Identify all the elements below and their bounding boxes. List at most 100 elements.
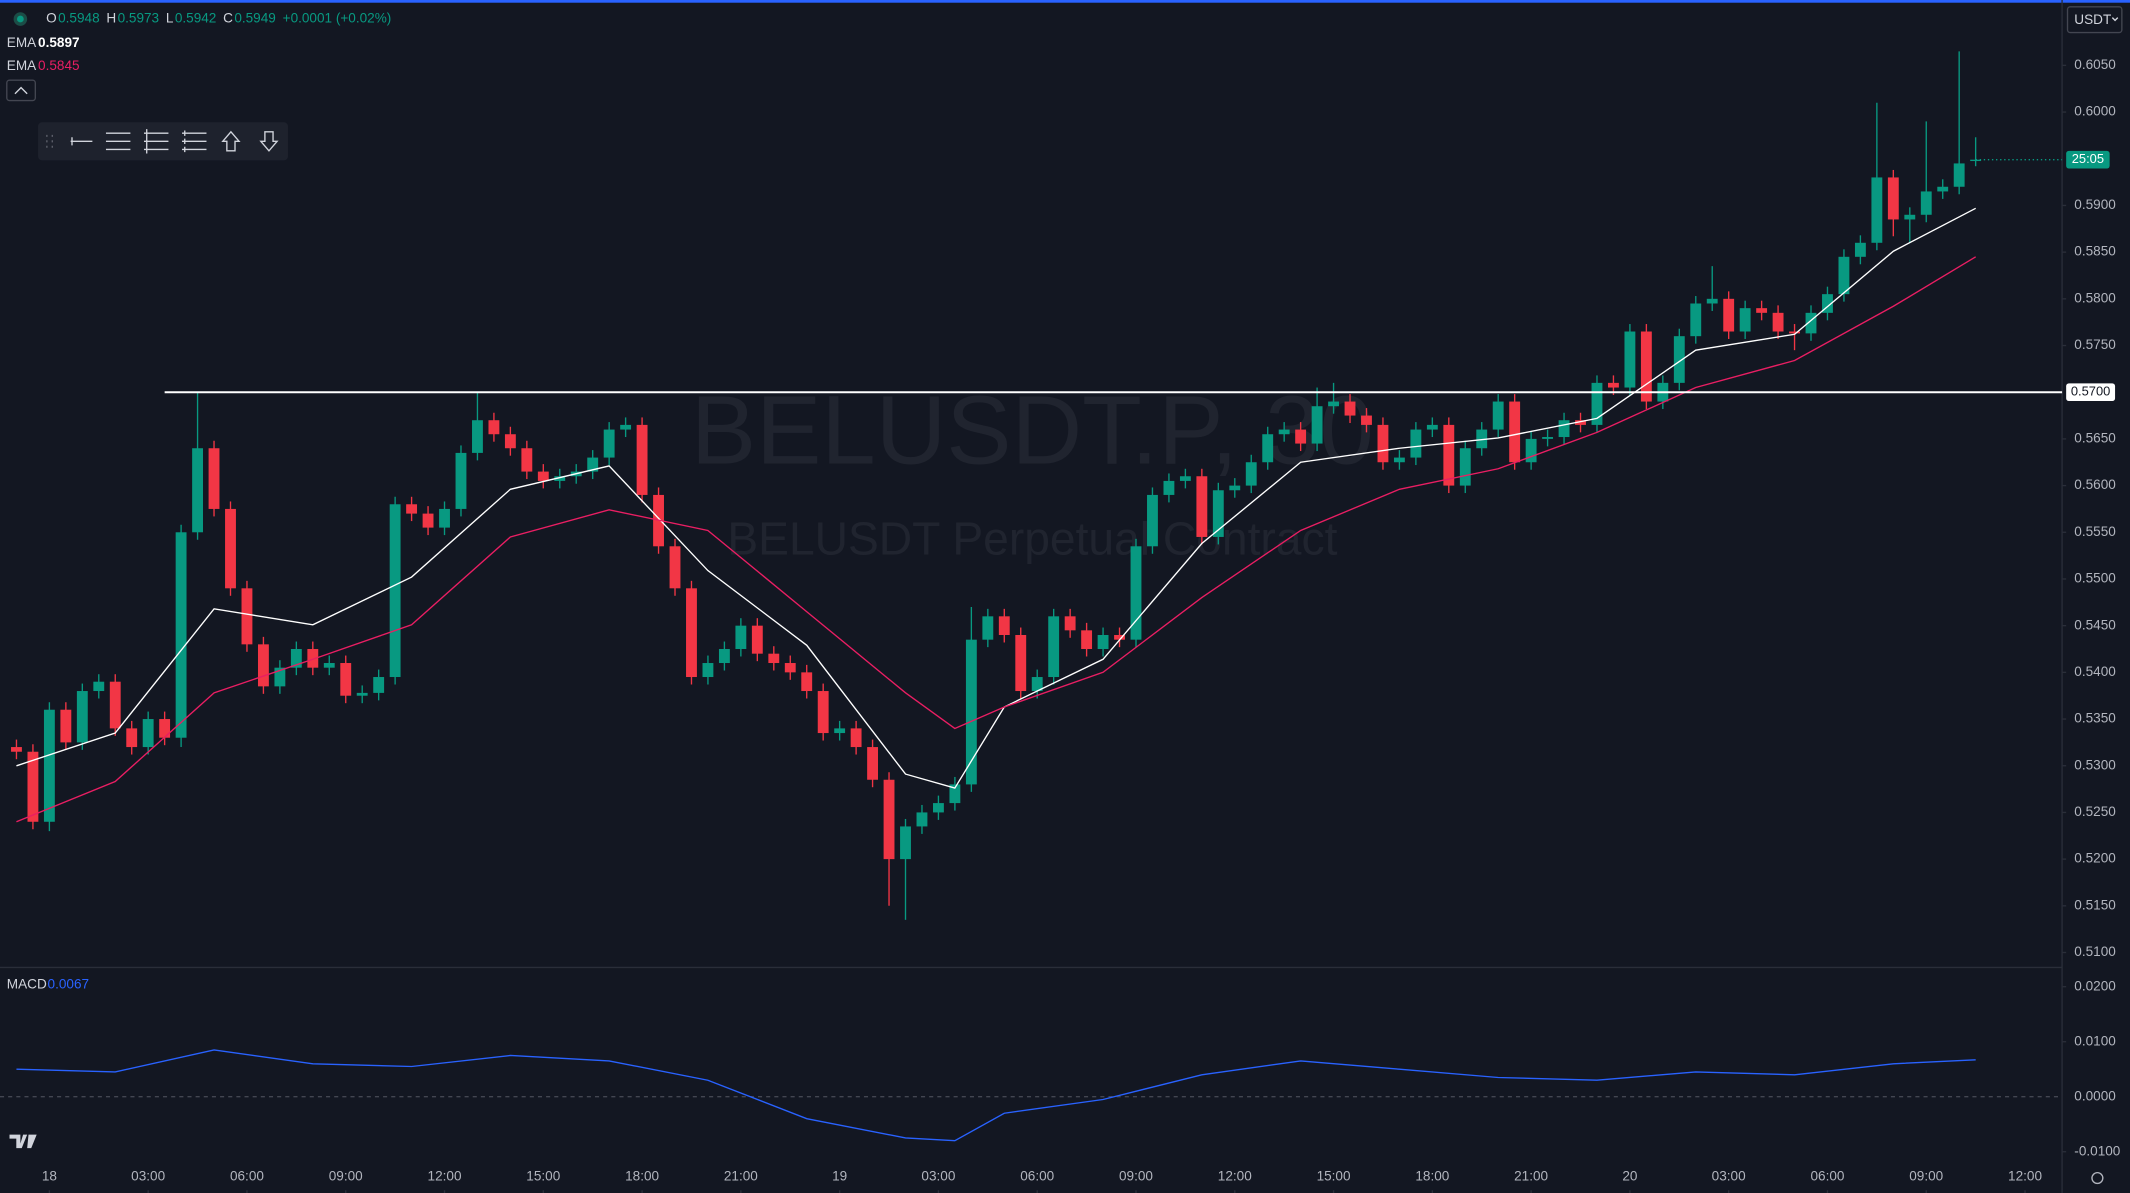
candle-body xyxy=(356,692,368,696)
candle-body xyxy=(389,504,401,678)
x-tick-label: 18:00 xyxy=(625,1168,659,1183)
drawing-toolbar xyxy=(38,122,288,161)
candle-body xyxy=(1048,616,1060,678)
candle-body xyxy=(323,663,335,668)
candle-body xyxy=(669,546,681,589)
candle-body xyxy=(1706,298,1718,304)
y-tick-label: 0.5350 xyxy=(2074,711,2116,726)
candle-body xyxy=(1723,298,1735,332)
candle-body xyxy=(109,681,121,729)
watermark: BELUSDT.P, 30 xyxy=(691,374,1374,484)
candle-body xyxy=(192,448,203,533)
candle-body xyxy=(1426,424,1438,430)
candle-body xyxy=(751,625,763,654)
candle-body xyxy=(784,663,796,673)
candle-body xyxy=(76,691,88,743)
candle-body xyxy=(1789,331,1800,334)
candle-body xyxy=(1262,434,1274,463)
candle-body xyxy=(208,448,220,509)
candle-body xyxy=(537,471,549,481)
tool-arrow-up[interactable] xyxy=(221,130,241,152)
y-tick-label: 0.5550 xyxy=(2074,524,2116,539)
candle-body xyxy=(1690,303,1702,337)
candle-body xyxy=(1163,480,1175,495)
macd-tick-label: 0.0000 xyxy=(2074,1088,2116,1103)
candle-body xyxy=(126,728,138,748)
currency-caret xyxy=(2111,17,2119,22)
ohlc-label: L xyxy=(166,11,174,26)
candle-body xyxy=(225,508,236,589)
ema-line xyxy=(16,256,1977,823)
candle-body xyxy=(900,826,911,860)
ema-legend-value: 0.5845 xyxy=(38,58,80,73)
ohlc-value: 0.5942 xyxy=(175,11,217,26)
candle-body xyxy=(768,653,780,664)
candle-body xyxy=(554,476,566,481)
ohlc-label: O xyxy=(46,11,57,26)
candle-body xyxy=(1838,256,1850,295)
y-tick-label: 0.5600 xyxy=(2074,477,2116,492)
candle-body xyxy=(1344,401,1356,416)
tool-fib[interactable] xyxy=(143,129,169,154)
settings-icon[interactable] xyxy=(2091,1171,2104,1185)
x-tick-label: 12:00 xyxy=(2008,1168,2042,1183)
drag-handle[interactable] xyxy=(46,134,53,148)
y-tick-label: 0.5850 xyxy=(2074,244,2116,259)
candle-body xyxy=(1904,214,1916,220)
candle-body xyxy=(1064,616,1076,631)
tool-channel[interactable] xyxy=(182,130,207,153)
candle-body xyxy=(1147,494,1158,547)
candle-body xyxy=(1130,546,1142,640)
x-tick-label: 15:00 xyxy=(1317,1168,1351,1183)
x-tick-label: 03:00 xyxy=(921,1168,955,1183)
collapse-button[interactable] xyxy=(6,79,36,102)
tool-arrow-down[interactable] xyxy=(259,131,279,152)
candle-body xyxy=(439,508,450,528)
x-tick-label: 19 xyxy=(832,1168,847,1183)
y-tick-label: 0.5450 xyxy=(2074,617,2116,632)
candle-body xyxy=(1114,635,1125,640)
currency-button[interactable] xyxy=(2066,6,2123,34)
ohlc-label: C xyxy=(223,11,233,26)
candle-body xyxy=(142,719,154,748)
x-tick-label: 21:00 xyxy=(1514,1168,1548,1183)
candle-body xyxy=(998,616,1010,636)
candle-body xyxy=(1525,438,1537,463)
candle-body xyxy=(1196,476,1208,537)
collapse-icon xyxy=(14,86,28,95)
candle-body xyxy=(587,457,599,472)
candle-body xyxy=(504,434,516,449)
candle-body xyxy=(1624,331,1636,388)
tool-lines[interactable] xyxy=(105,132,131,151)
candle-body xyxy=(965,639,977,785)
y-tick-label: 0.5300 xyxy=(2074,757,2116,772)
candle-body xyxy=(307,649,319,668)
candle-body xyxy=(1410,429,1422,458)
candle-body xyxy=(702,663,714,678)
status-dot-core xyxy=(16,15,24,23)
y-tick-label: 0.5900 xyxy=(2074,197,2116,212)
candle-body xyxy=(241,588,253,645)
candle-body xyxy=(1558,420,1570,438)
candle-body xyxy=(1328,401,1339,407)
ema-legend-value: 0.5897 xyxy=(38,35,80,50)
candle-body xyxy=(982,616,994,640)
candle-body xyxy=(1476,429,1488,449)
macd-tick-label: 0.0100 xyxy=(2074,1033,2116,1048)
x-tick-label: 03:00 xyxy=(1712,1168,1746,1183)
countdown-box xyxy=(2066,150,2110,169)
x-tick-label: 12:00 xyxy=(1218,1168,1252,1183)
y-tick-label: 0.6000 xyxy=(2074,104,2116,119)
y-tick-label: 0.5150 xyxy=(2074,897,2116,912)
candle-body xyxy=(1212,490,1224,537)
ohlc-value: 0.5949 xyxy=(234,11,276,26)
candle-body xyxy=(1443,424,1455,486)
ohlc-value: 0.5948 xyxy=(58,11,100,26)
ohlc-change: +0.0001 (+0.02%) xyxy=(283,11,392,26)
candle-body xyxy=(1015,635,1027,692)
candle-body xyxy=(257,644,269,687)
candle-body xyxy=(1887,177,1899,220)
tool-line[interactable] xyxy=(70,137,93,146)
candle-body xyxy=(43,709,55,822)
macd-legend-value: 0.0067 xyxy=(48,977,90,992)
